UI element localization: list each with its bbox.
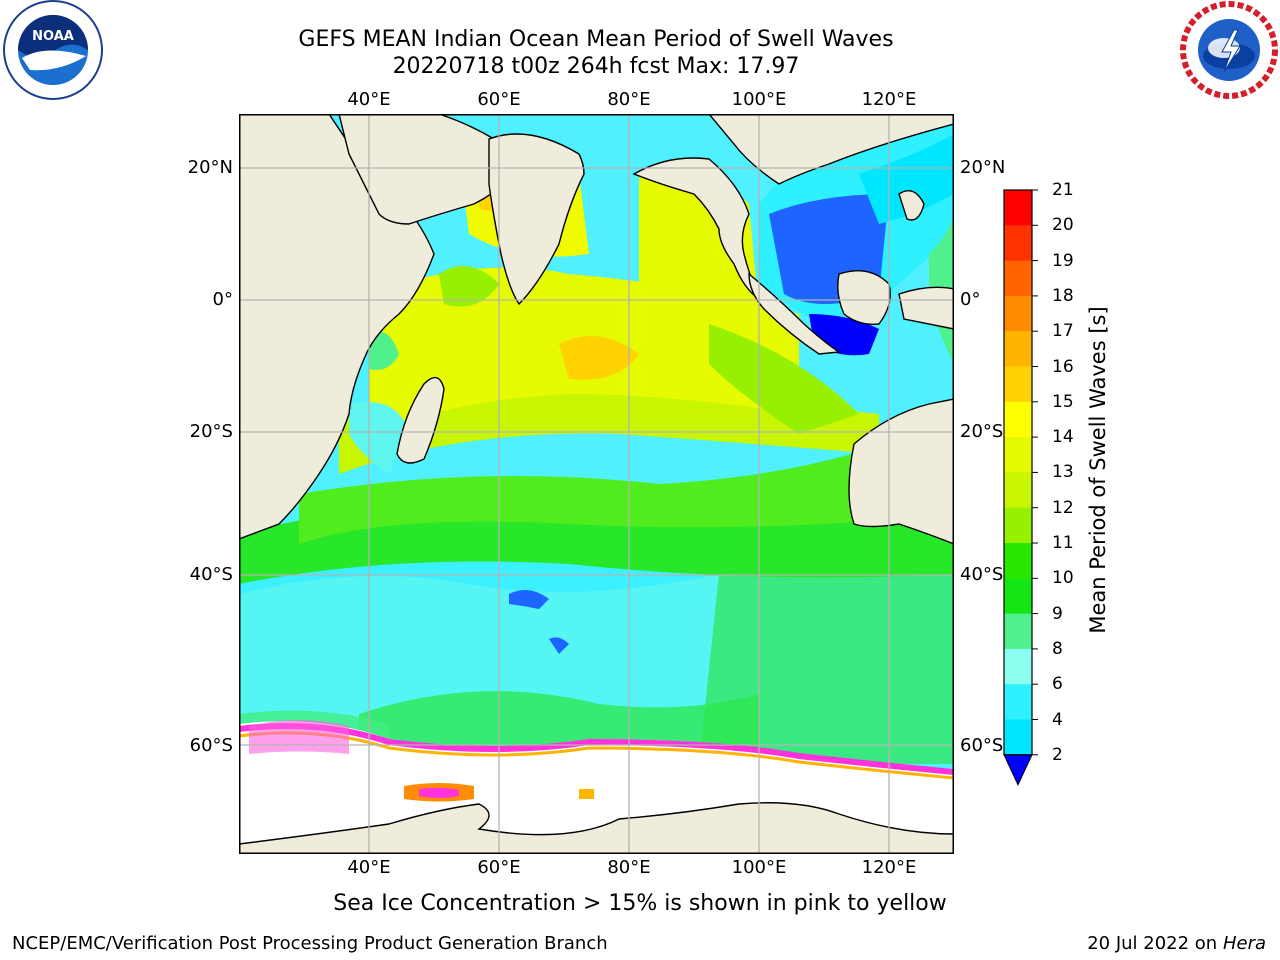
colorbar-bin	[1004, 684, 1032, 720]
lat-tick-left: 40°S	[189, 564, 233, 585]
lon-tick-top: 100°E	[731, 89, 787, 110]
colorbar-bin	[1004, 472, 1032, 509]
colorbar-tick-label: 21	[1052, 180, 1074, 200]
colorbar-bin	[1004, 613, 1032, 650]
colorbar-tick-label: 17	[1052, 321, 1074, 342]
lat-tick-left: 60°S	[189, 735, 233, 756]
credit-host: Hera	[1222, 933, 1266, 954]
lat-tick-right: 0°	[960, 289, 981, 310]
lat-tick-right: 20°N	[960, 157, 1006, 178]
colorbar-label: Mean Period of Swell Waves [s]	[1086, 306, 1110, 634]
colorbar-tick-label: 10	[1052, 568, 1074, 589]
colorbar-bin	[1004, 295, 1032, 332]
noaa-logo-text: NOAA	[32, 29, 74, 44]
colorbar-tick-label: 9	[1052, 603, 1063, 624]
title-line-2: 20220718 t00z 264h fcst Max: 17.97	[392, 54, 800, 79]
colorbar-tick-label: 6	[1052, 674, 1063, 695]
map-panel	[239, 114, 954, 854]
credit-date: 20 Jul 2022 on	[1087, 933, 1218, 954]
map-border	[239, 114, 954, 854]
colorbar-tick-label: 4	[1052, 709, 1063, 730]
lat-tick-right: 60°S	[960, 735, 1004, 756]
colorbar-tick-label: 18	[1052, 285, 1074, 306]
noaa-logo-icon: NOAA	[3, 0, 103, 100]
lon-tick-bottom: 120°E	[861, 857, 917, 878]
lon-tick-top: 80°E	[607, 89, 651, 110]
lat-tick-left: 20°N	[187, 157, 233, 178]
title-line-1: GEFS MEAN Indian Ocean Mean Period of Sw…	[298, 27, 894, 52]
lat-tick-right: 40°S	[960, 564, 1004, 585]
graticule	[239, 114, 954, 854]
lon-tick-top: 120°E	[861, 89, 917, 110]
colorbar-tick-label: 11	[1052, 533, 1074, 553]
lon-tick-top: 40°E	[347, 89, 391, 110]
colorbar-bin	[1004, 507, 1032, 544]
colorbar-tick-label: 14	[1052, 427, 1074, 448]
lat-tick-right: 20°S	[960, 421, 1004, 442]
colorbar-bin	[1004, 719, 1032, 756]
colorbar-bin	[1004, 190, 1032, 226]
colorbar-bin	[1004, 225, 1032, 262]
colorbar	[1003, 189, 1038, 786]
colorbar-tick-label: 15	[1052, 391, 1074, 412]
colorbar-bin	[1004, 648, 1032, 685]
credit-right: 20 Jul 2022 on Hera	[1087, 933, 1266, 954]
nws-logo-icon	[1180, 1, 1278, 99]
colorbar-tick-label: 19	[1052, 250, 1074, 271]
land-masses	[239, 114, 954, 854]
colorbar-under-triangle	[1003, 754, 1033, 786]
lon-tick-bottom: 40°E	[347, 857, 391, 878]
colorbar-bin	[1004, 260, 1032, 297]
colorbar-bin	[1004, 331, 1032, 367]
colorbar-tick-label: 13	[1052, 462, 1074, 483]
colorbar-tick-label: 20	[1052, 215, 1074, 236]
lon-tick-bottom: 100°E	[731, 857, 787, 878]
colorbar-tick-label: 12	[1052, 497, 1074, 518]
lat-tick-left: 0°	[212, 289, 233, 310]
lat-tick-left: 20°S	[189, 421, 233, 442]
lon-tick-top: 60°E	[477, 89, 521, 110]
colorbar-bin	[1004, 578, 1032, 615]
lon-tick-bottom: 60°E	[477, 857, 521, 878]
colorbar-bin	[1004, 366, 1032, 403]
lon-tick-bottom: 80°E	[607, 857, 651, 878]
colorbar-tick-label: 8	[1052, 638, 1063, 659]
colorbar-tick-label: 2	[1052, 744, 1063, 765]
colorbar-bin	[1004, 543, 1032, 579]
colorbar-bin	[1004, 401, 1032, 438]
colorbar-bin	[1004, 437, 1032, 473]
credit-left: NCEP/EMC/Verification Post Processing Pr…	[12, 933, 608, 954]
colorbar-tick-label: 16	[1052, 356, 1074, 377]
sea-ice-footnote: Sea Ice Concentration > 15% is shown in …	[333, 891, 947, 916]
